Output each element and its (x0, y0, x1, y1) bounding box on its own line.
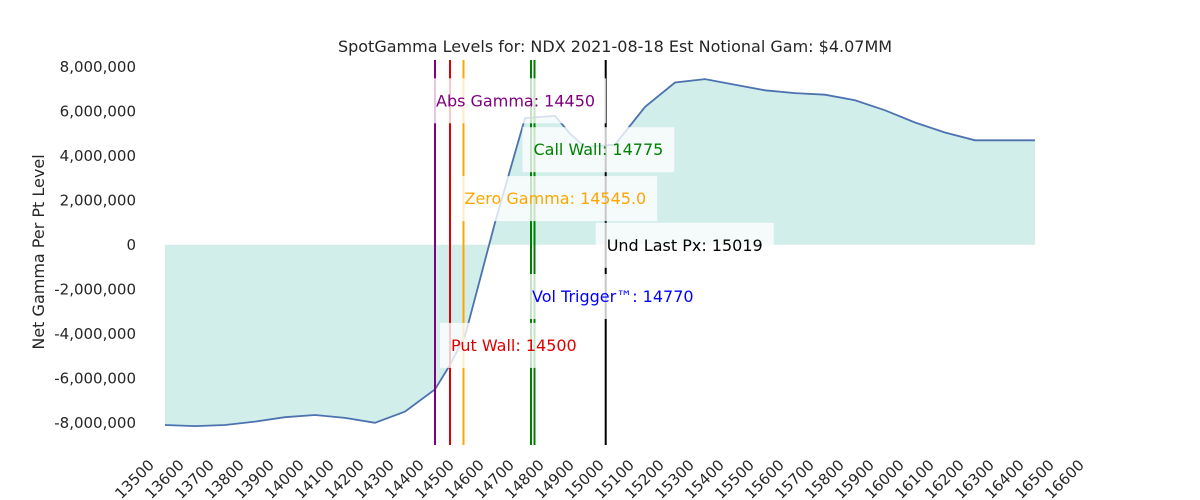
level-label-background (425, 78, 607, 124)
x-tick-labels: 1350013600137001380013900140001410014200… (111, 456, 1087, 500)
level-call-wall (530, 60, 536, 445)
level-label-group: Vol Trigger™: 14770 (521, 274, 705, 319)
chart-title: SpotGamma Levels for: NDX 2021-08-18 Est… (338, 37, 892, 56)
level-label-group: Abs Gamma: 14450 (425, 78, 607, 124)
level-label: Abs Gamma: 14450 (436, 91, 595, 110)
level-label-background (521, 274, 705, 319)
level-label-group: Zero Gamma: 14545.0 (453, 176, 658, 222)
level-label-background (595, 222, 774, 268)
level-label-group: Und Last Px: 15019 (595, 222, 774, 268)
y-tick-label: 2,000,000 (60, 191, 136, 209)
y-tick-labels: -8,000,000 -6,000,000 -4,000,000 -2,000,000… (54, 58, 136, 432)
fill-layer (165, 79, 1035, 427)
level-label: Vol Trigger™: 14770 (532, 287, 694, 306)
y-tick-label: 6,000,000 (60, 102, 136, 120)
y-tick-label: -8,000,000 (54, 414, 136, 432)
level-label-group: Call Wall: 14775 (522, 127, 675, 173)
level-label-background (453, 176, 658, 222)
y-tick-label: 4,000,000 (60, 147, 136, 165)
level-label: Call Wall: 14775 (534, 140, 664, 159)
y-axis-title: Net Gamma Per Pt Level (29, 154, 48, 349)
level-label: Zero Gamma: 14545.0 (465, 189, 647, 208)
level-label-group: Put Wall: 14500 (440, 322, 588, 368)
level-label-background (522, 127, 675, 173)
y-tick-label: 0 (126, 236, 136, 254)
level-layer: Abs Gamma: 14450 Put Wall: 14500 Zero Gamm… (425, 60, 774, 445)
gamma-area-fill (165, 79, 1035, 427)
level-label-background (440, 322, 588, 368)
y-tick-label: -2,000,000 (54, 280, 136, 298)
y-tick-label: -6,000,000 (54, 369, 136, 387)
level-label: Und Last Px: 15019 (607, 236, 763, 255)
level-label: Put Wall: 14500 (451, 336, 577, 355)
y-tick-label: -4,000,000 (54, 325, 136, 343)
y-tick-label: 8,000,000 (60, 58, 136, 76)
